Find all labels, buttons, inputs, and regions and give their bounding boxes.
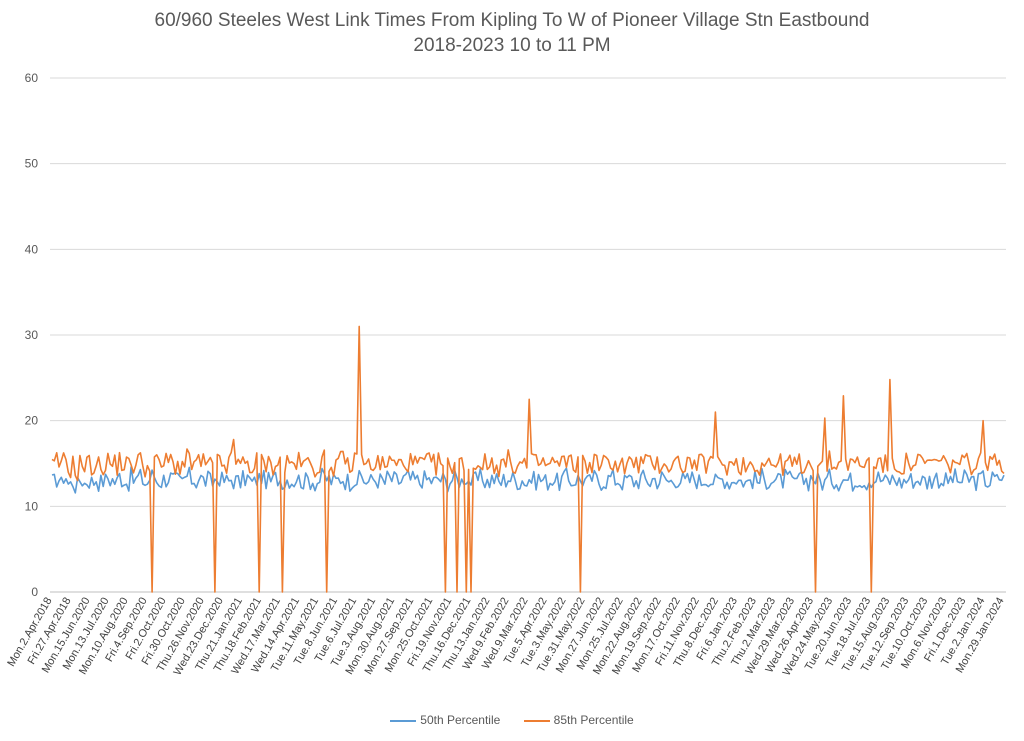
y-tick-label: 60: [25, 71, 39, 85]
legend-item-p50: 50th Percentile: [390, 713, 500, 727]
y-tick-label: 40: [25, 242, 39, 256]
chart-title: 60/960 Steeles West Link Times From Kipl…: [0, 8, 1024, 58]
chart-title-line2: 2018-2023 10 to 11 PM: [413, 35, 611, 56]
x-axis-ticks: Mon.2.Apr.2018Fri.27.Apr.2018Mon.15.Jun.…: [5, 595, 1006, 677]
y-axis-ticks: 0 10 20 30 40 50 60: [25, 71, 39, 599]
chart-title-line1: 60/960 Steeles West Link Times From Kipl…: [154, 10, 870, 31]
y-tick-label: 20: [25, 414, 39, 428]
series-line-85th-percentile: [51, 325, 1005, 593]
legend-item-p85: 85th Percentile: [523, 713, 634, 727]
y-tick-label: 0: [31, 585, 38, 599]
series-lines: [51, 325, 1005, 593]
legend-swatch-p85: [523, 719, 550, 722]
gridlines: [50, 77, 1006, 593]
legend-swatch-p50: [390, 719, 417, 722]
legend-label-p85: 85th Percentile: [553, 713, 634, 727]
legend-label-p50: 50th Percentile: [420, 713, 501, 727]
y-tick-label: 10: [25, 499, 39, 513]
series-line-50th-percentile: [51, 466, 1005, 494]
legend: 50th Percentile 85th Percentile: [0, 713, 1024, 727]
y-tick-label: 30: [25, 328, 39, 342]
y-tick-label: 50: [25, 157, 39, 171]
